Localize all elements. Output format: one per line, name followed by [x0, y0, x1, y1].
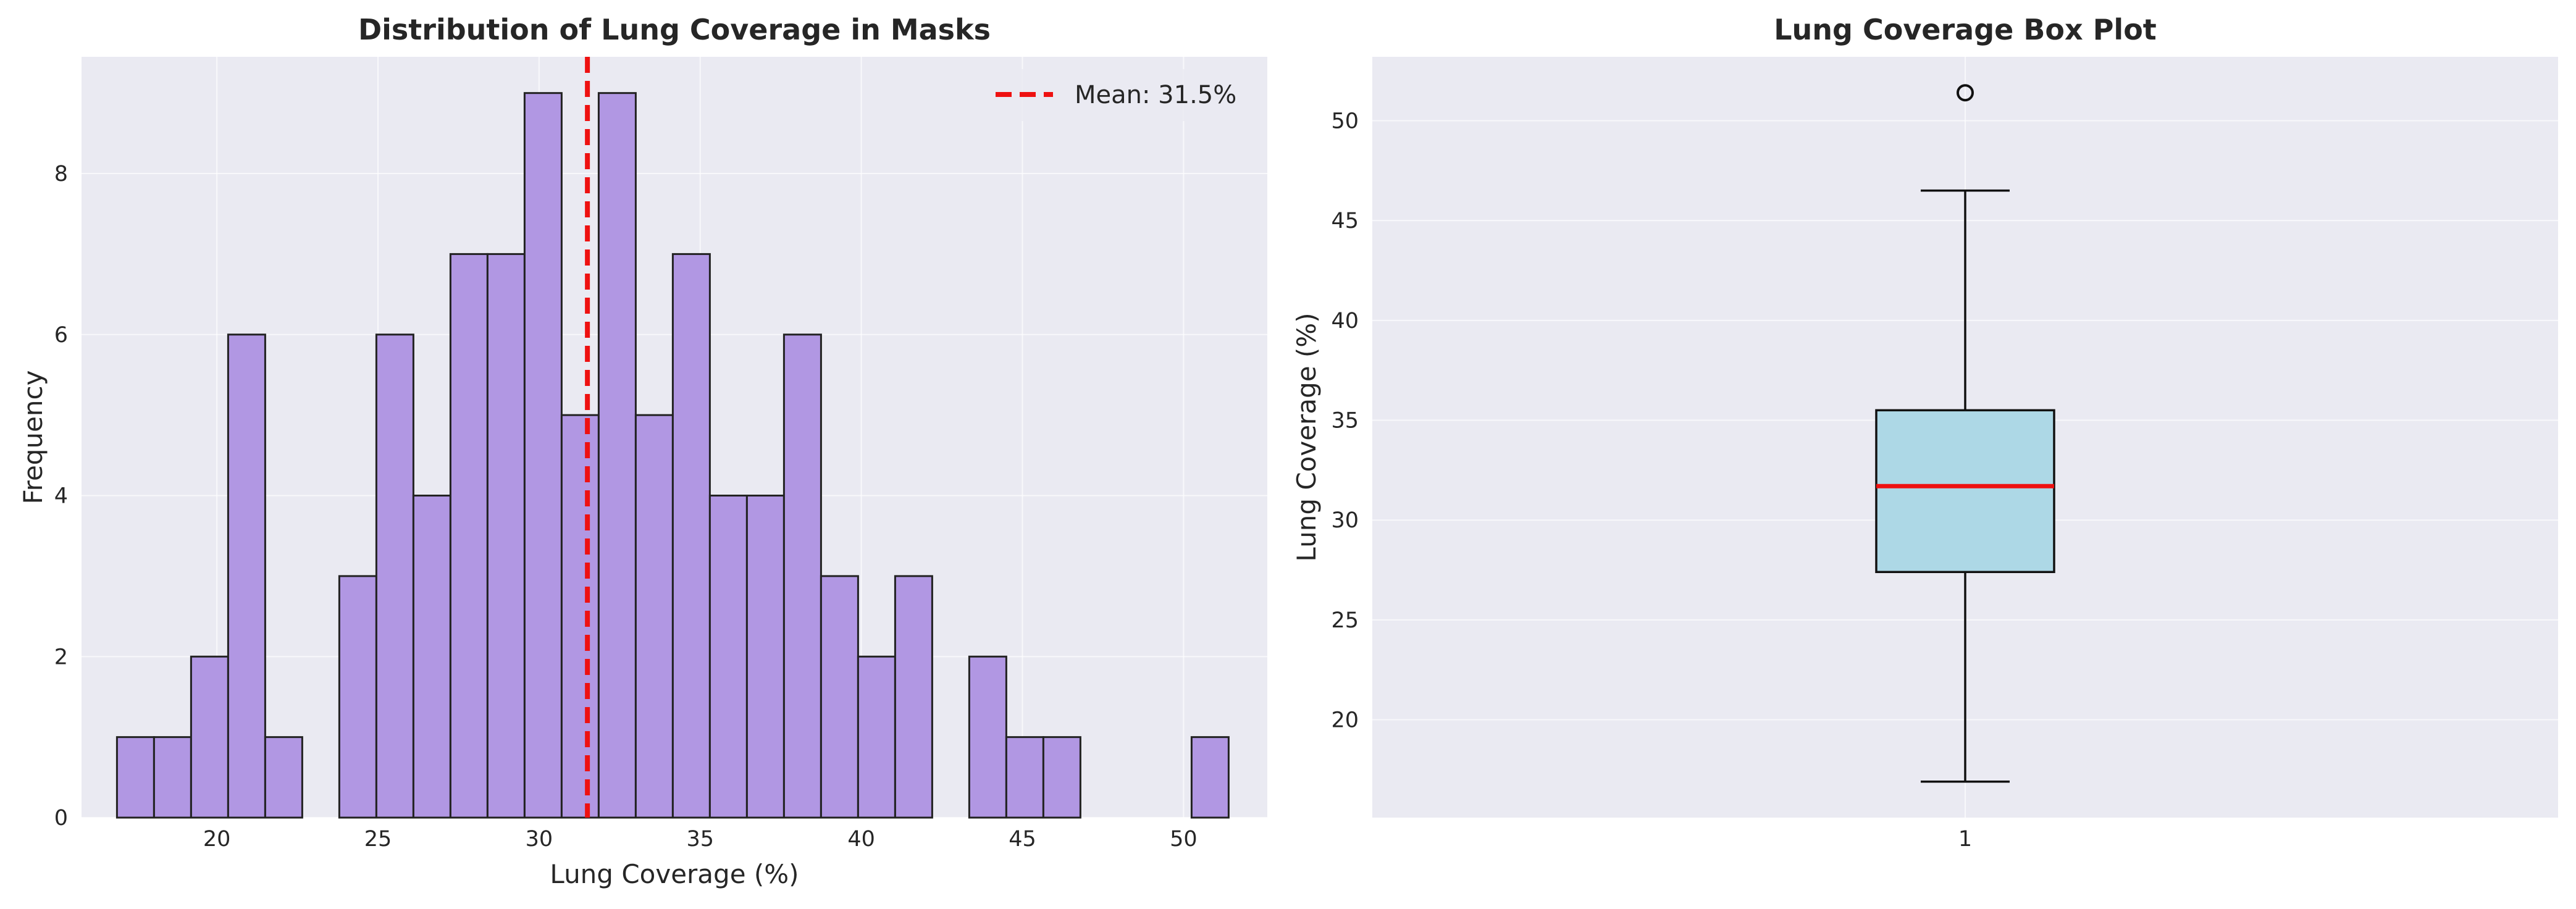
x-tick-label: 30 — [526, 827, 553, 852]
histogram-bar — [634, 414, 674, 819]
x-tick-label: 40 — [847, 827, 875, 852]
histogram-title: Distribution of Lung Coverage in Masks — [358, 13, 991, 46]
histogram-bar — [1005, 736, 1044, 819]
histogram-bar — [412, 495, 451, 819]
y-tick-label: 20 — [1331, 708, 1359, 733]
boxplot-shapes — [1875, 84, 2055, 783]
histogram-bar — [745, 495, 785, 819]
histogram-bar — [115, 736, 155, 819]
histogram-bar — [338, 575, 377, 819]
histogram-bar — [857, 655, 896, 819]
x-tick-label: 45 — [1009, 827, 1036, 852]
y-tick-label: 8 — [54, 162, 68, 186]
legend-mean-label: Mean: 31.5% — [1075, 81, 1236, 109]
boxplot-title: Lung Coverage Box Plot — [1774, 13, 2157, 46]
y-tick-label: 35 — [1331, 409, 1359, 434]
boxplot-y-ticks: 20 25 30 35 40 45 50 — [1331, 109, 1359, 732]
y-tick-label: 45 — [1331, 209, 1359, 233]
histogram-bar — [153, 736, 192, 819]
boxplot-y-axis-label: Lung Coverage (%) — [1291, 312, 1322, 561]
y-tick-label: 25 — [1331, 608, 1359, 633]
histogram-bar — [708, 495, 748, 819]
x-tick-label: 1 — [1958, 827, 1972, 852]
x-tick-label: 35 — [686, 827, 714, 852]
histogram-bar — [782, 333, 822, 819]
histogram-y-ticks: 0 2 4 6 8 — [54, 162, 68, 831]
histogram-legend: Mean: 31.5% — [976, 69, 1254, 121]
y-tick-label: 4 — [54, 484, 68, 509]
histogram-bar — [560, 414, 600, 819]
histogram-bar — [1190, 736, 1230, 819]
histogram-bar — [523, 92, 563, 819]
y-tick-label: 6 — [54, 323, 68, 348]
histogram-x-axis-label: Lung Coverage (%) — [550, 859, 799, 889]
legend-box — [976, 69, 1254, 121]
histogram-bar — [820, 575, 859, 819]
histogram-bar — [264, 736, 303, 819]
histogram-bars — [115, 92, 1230, 819]
y-tick-label: 40 — [1331, 309, 1359, 333]
y-tick-label: 30 — [1331, 508, 1359, 533]
histogram-bar — [597, 92, 637, 819]
iqr-box — [1875, 409, 2055, 574]
histogram-bar — [449, 253, 489, 819]
histogram-bar — [894, 575, 933, 819]
outlier-point — [1957, 84, 1974, 102]
histogram-panel: 20 25 30 35 40 45 50 0 2 4 6 8 Distribution of Lun… — [18, 13, 1267, 889]
x-tick-label: 20 — [203, 827, 231, 852]
histogram-bar — [1042, 736, 1081, 819]
histogram-bar — [968, 655, 1007, 819]
histogram-bar — [227, 333, 266, 819]
histogram-x-ticks: 20 25 30 35 40 45 50 — [203, 827, 1198, 852]
y-tick-label: 0 — [54, 806, 68, 831]
histogram-bar — [671, 253, 711, 819]
histogram-bar — [486, 253, 526, 819]
x-tick-label: 50 — [1170, 827, 1198, 852]
histogram-bar — [375, 333, 414, 819]
histogram-y-axis-label: Frequency — [18, 371, 48, 505]
histogram-bar — [190, 655, 229, 819]
boxplot-x-ticks: 1 — [1958, 827, 1972, 852]
y-tick-label: 2 — [54, 645, 68, 669]
x-tick-label: 25 — [364, 827, 392, 852]
y-tick-label: 50 — [1331, 109, 1359, 133]
